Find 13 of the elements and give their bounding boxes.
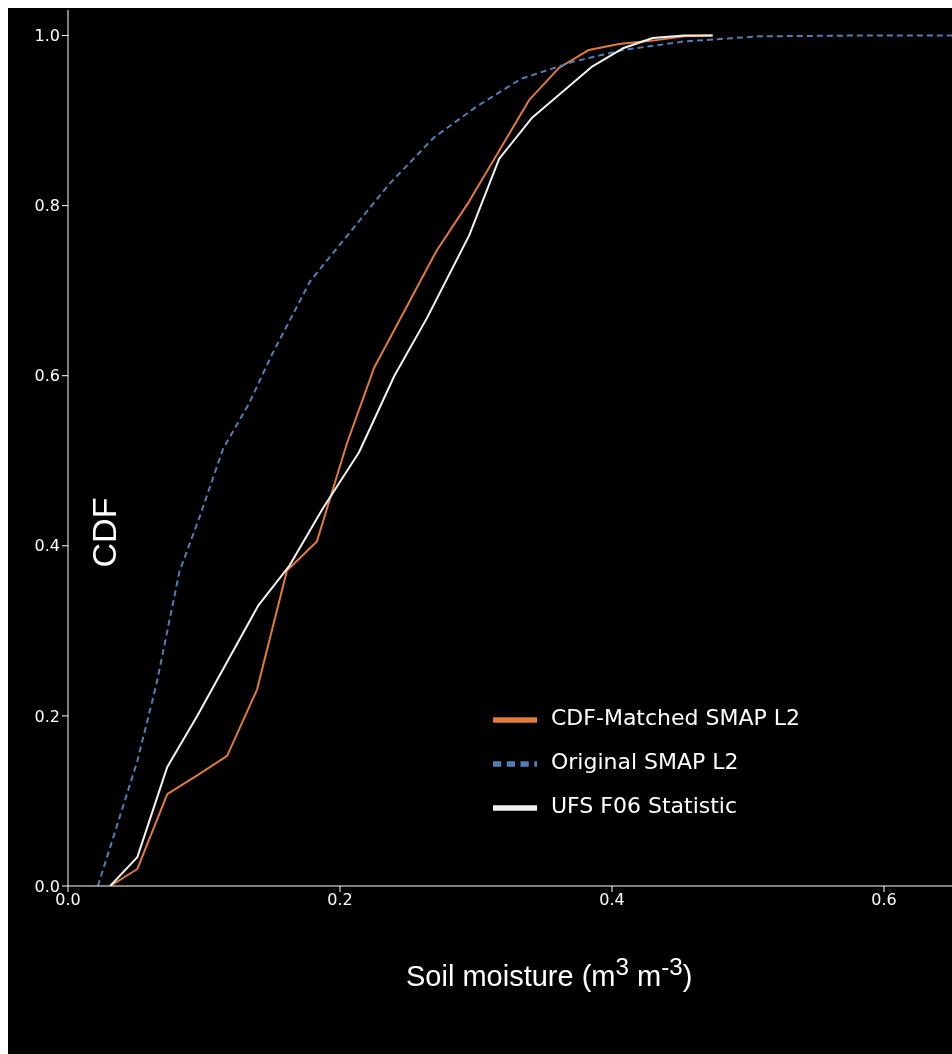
legend-label: CDF-Matched SMAP L2 xyxy=(551,704,801,730)
y-tick-label: 0.2 xyxy=(34,706,60,726)
y-axis-title: CDF xyxy=(85,497,125,568)
y-tick-label: 1.0 xyxy=(34,26,60,46)
x-tick-label: 0.6 xyxy=(871,890,897,910)
y-tick-label: 0.4 xyxy=(34,536,60,556)
y-tick-label: 0.8 xyxy=(34,196,60,216)
x-axis-title: Soil moisture (m$^{3}$ m$^{-3}$) xyxy=(406,953,693,993)
x-tick-label: 0.2 xyxy=(327,890,353,910)
legend-label: UFS F06 Statistic xyxy=(551,792,738,818)
y-tick-label: 0.6 xyxy=(34,366,60,386)
x-tick-label: 0.4 xyxy=(599,890,625,910)
legend-label: Original SMAP L2 xyxy=(551,748,739,774)
